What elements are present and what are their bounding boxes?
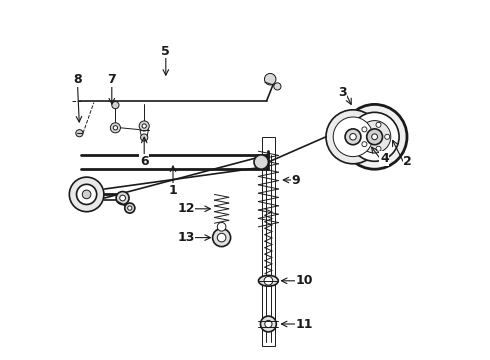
Text: 3: 3 xyxy=(338,86,346,99)
Circle shape xyxy=(342,104,407,169)
Circle shape xyxy=(367,129,383,145)
Circle shape xyxy=(110,123,121,133)
Circle shape xyxy=(265,73,276,85)
Text: 4: 4 xyxy=(380,152,389,165)
Circle shape xyxy=(139,121,149,131)
Circle shape xyxy=(213,229,231,247)
Text: 5: 5 xyxy=(161,45,170,58)
FancyBboxPatch shape xyxy=(262,137,275,346)
Circle shape xyxy=(112,102,119,109)
Text: 1: 1 xyxy=(169,184,177,197)
Circle shape xyxy=(76,184,97,204)
Circle shape xyxy=(362,142,367,147)
Text: 12: 12 xyxy=(177,202,195,215)
Text: 2: 2 xyxy=(403,156,412,168)
Text: 8: 8 xyxy=(74,73,82,86)
Circle shape xyxy=(69,177,104,212)
Circle shape xyxy=(141,134,148,141)
Circle shape xyxy=(372,134,377,140)
Circle shape xyxy=(274,83,281,90)
Circle shape xyxy=(358,121,391,153)
Circle shape xyxy=(76,130,83,137)
Text: 11: 11 xyxy=(295,318,313,330)
Circle shape xyxy=(127,206,132,210)
Text: 10: 10 xyxy=(295,274,313,287)
Circle shape xyxy=(362,127,367,132)
Circle shape xyxy=(345,129,361,145)
Circle shape xyxy=(350,134,356,140)
Text: 7: 7 xyxy=(107,73,116,86)
Circle shape xyxy=(217,222,226,231)
Text: 6: 6 xyxy=(140,155,148,168)
Circle shape xyxy=(376,146,381,151)
Text: 13: 13 xyxy=(177,231,195,244)
Text: 9: 9 xyxy=(292,174,300,186)
Circle shape xyxy=(326,110,380,164)
Circle shape xyxy=(385,134,390,139)
Circle shape xyxy=(113,126,118,130)
Circle shape xyxy=(261,316,276,332)
Circle shape xyxy=(82,190,91,199)
Circle shape xyxy=(254,155,269,169)
Circle shape xyxy=(142,124,147,128)
Circle shape xyxy=(333,117,373,157)
Circle shape xyxy=(264,276,273,285)
Circle shape xyxy=(217,233,226,242)
Circle shape xyxy=(116,192,129,204)
Circle shape xyxy=(376,122,381,127)
Circle shape xyxy=(265,320,272,328)
Circle shape xyxy=(350,112,399,161)
Ellipse shape xyxy=(259,275,278,286)
Circle shape xyxy=(125,203,135,213)
Circle shape xyxy=(120,195,125,201)
